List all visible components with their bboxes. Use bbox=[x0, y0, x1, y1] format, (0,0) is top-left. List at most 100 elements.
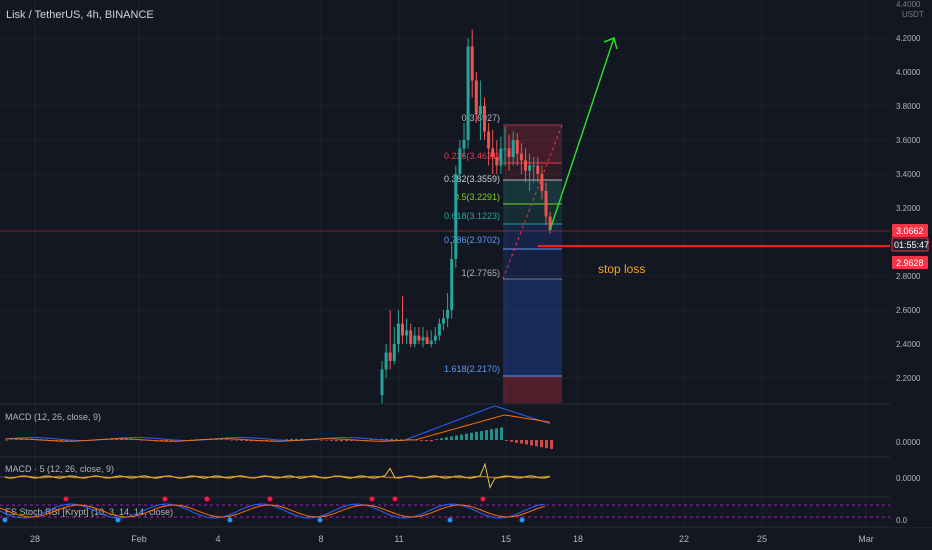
candle-body[interactable] bbox=[392, 344, 396, 361]
candle-body[interactable] bbox=[421, 337, 425, 341]
macd-bar bbox=[490, 429, 493, 440]
time-tick-label: 18 bbox=[573, 534, 583, 544]
macd-axis-value: 0.0000 bbox=[896, 438, 921, 447]
candle-body[interactable] bbox=[396, 323, 400, 344]
candle-body[interactable] bbox=[544, 191, 548, 217]
macd5-signal-line bbox=[4, 475, 551, 479]
macd-pane[interactable]: MACD (12, 26, close, 9) bbox=[4, 405, 553, 449]
candle-body[interactable] bbox=[524, 160, 527, 171]
macd-bar bbox=[290, 438, 293, 440]
stoch-signals bbox=[2, 496, 525, 523]
candle-body[interactable] bbox=[478, 106, 482, 115]
stoch-rsi-pane[interactable]: ES Stoch RSI [Krypt] (10, 3, 14, 14, clo… bbox=[0, 496, 890, 523]
candle-body[interactable] bbox=[540, 174, 544, 191]
candle-body[interactable] bbox=[458, 148, 462, 175]
macd-bar bbox=[230, 440, 233, 441]
candle-body[interactable] bbox=[401, 323, 404, 336]
candle-body[interactable] bbox=[442, 318, 445, 324]
stoch-overbought-signal bbox=[162, 496, 168, 502]
candle-body[interactable] bbox=[413, 335, 417, 345]
candle-body[interactable] bbox=[388, 352, 392, 362]
fib-zone-1618 bbox=[503, 376, 562, 403]
candle-body[interactable] bbox=[491, 148, 495, 158]
candle-body[interactable] bbox=[425, 337, 429, 344]
candle-body[interactable] bbox=[384, 352, 388, 370]
macd-signal-line bbox=[4, 414, 551, 442]
candle-body[interactable] bbox=[450, 259, 454, 310]
macd-bar bbox=[285, 439, 288, 440]
candle-body[interactable] bbox=[483, 106, 486, 132]
macd-bar bbox=[495, 428, 498, 440]
price-tick-label: 2.6000 bbox=[896, 306, 921, 315]
candle-body[interactable] bbox=[466, 46, 470, 141]
fib-retracement-tool[interactable] bbox=[502, 124, 563, 403]
stoch-oversold-signal bbox=[227, 517, 233, 523]
price-axis[interactable]: 4.4000 USDT 4.2000 4.0000 3.8000 3.6000 3.40… bbox=[890, 0, 932, 527]
candle-body[interactable] bbox=[515, 140, 519, 154]
horizontal-grid bbox=[0, 37, 890, 379]
time-axis[interactable]: 28 Feb 4 8 11 15 18 22 25 Mar bbox=[30, 534, 874, 544]
time-tick-label: 4 bbox=[215, 534, 220, 544]
candle-body[interactable] bbox=[470, 46, 474, 81]
candle-body[interactable] bbox=[528, 165, 532, 171]
price-tick-label: 3.4000 bbox=[896, 170, 921, 179]
candle-body[interactable] bbox=[503, 148, 507, 150]
stoch-axis-value: 0.0 bbox=[896, 516, 908, 525]
candle-body[interactable] bbox=[433, 335, 437, 341]
candle-body[interactable] bbox=[474, 80, 478, 115]
stop-price-badge bbox=[892, 256, 928, 269]
stoch-overbought-signal bbox=[267, 496, 273, 502]
macd-bar bbox=[295, 438, 298, 440]
candle-body[interactable] bbox=[487, 131, 491, 149]
candle-body[interactable] bbox=[519, 153, 523, 161]
macd-bar bbox=[535, 440, 538, 447]
price-tick-label: 3.8000 bbox=[896, 102, 921, 111]
macd-bar bbox=[345, 440, 348, 442]
candlestick-series[interactable] bbox=[380, 29, 552, 404]
macd5-axis-value: 0.0000 bbox=[896, 474, 921, 483]
stop-loss-label: stop loss bbox=[598, 262, 645, 276]
macd-bar bbox=[110, 438, 113, 440]
candle-body[interactable] bbox=[409, 330, 413, 344]
price-tick-label: 4.2000 bbox=[896, 34, 921, 43]
price-tick-label: 2.2000 bbox=[896, 374, 921, 383]
candle-body[interactable] bbox=[507, 148, 511, 158]
macd-bar bbox=[385, 438, 388, 440]
stoch-overbought-signal bbox=[369, 496, 375, 502]
projection-arrow[interactable] bbox=[549, 36, 618, 231]
candle-body[interactable] bbox=[462, 140, 466, 149]
candle-body[interactable] bbox=[536, 165, 540, 175]
candle-body[interactable] bbox=[417, 335, 421, 341]
macd-bar bbox=[465, 433, 468, 440]
candle-body[interactable] bbox=[454, 174, 458, 259]
candle-body[interactable] bbox=[446, 310, 450, 319]
current-price-badge bbox=[892, 224, 928, 237]
candle-body[interactable] bbox=[548, 216, 552, 231]
macd-bar bbox=[55, 440, 58, 441]
time-tick-label: 25 bbox=[757, 534, 767, 544]
macd-bar bbox=[70, 440, 73, 442]
candle-body[interactable] bbox=[532, 165, 536, 167]
stoch-overbought-signal bbox=[63, 496, 69, 502]
macd5-pane[interactable]: MACD · 5 (12, 26, close, 9) bbox=[0, 462, 551, 489]
candle-body[interactable] bbox=[511, 140, 515, 157]
time-tick-label: Feb bbox=[131, 534, 147, 544]
stoch-overbought-signal bbox=[204, 496, 210, 502]
candle-body[interactable] bbox=[380, 369, 384, 396]
macd-bar bbox=[390, 438, 393, 440]
macd-bar bbox=[270, 440, 273, 441]
macd-bar bbox=[485, 430, 488, 440]
macd-bar bbox=[425, 440, 428, 442]
macd-bar bbox=[265, 440, 268, 441]
stop-price-value: 2.9628 bbox=[896, 258, 924, 268]
candle-body[interactable] bbox=[495, 157, 499, 166]
macd-bar bbox=[45, 439, 48, 441]
candle-body[interactable] bbox=[405, 330, 409, 336]
candle-body[interactable] bbox=[429, 340, 433, 344]
stoch-label: ES Stoch RSI [Krypt] (10, 3, 14, 14, clo… bbox=[5, 507, 173, 517]
macd-bar bbox=[130, 439, 133, 440]
candle-body[interactable] bbox=[437, 323, 441, 336]
candle-body[interactable] bbox=[499, 148, 503, 166]
macd-bar bbox=[225, 439, 228, 441]
